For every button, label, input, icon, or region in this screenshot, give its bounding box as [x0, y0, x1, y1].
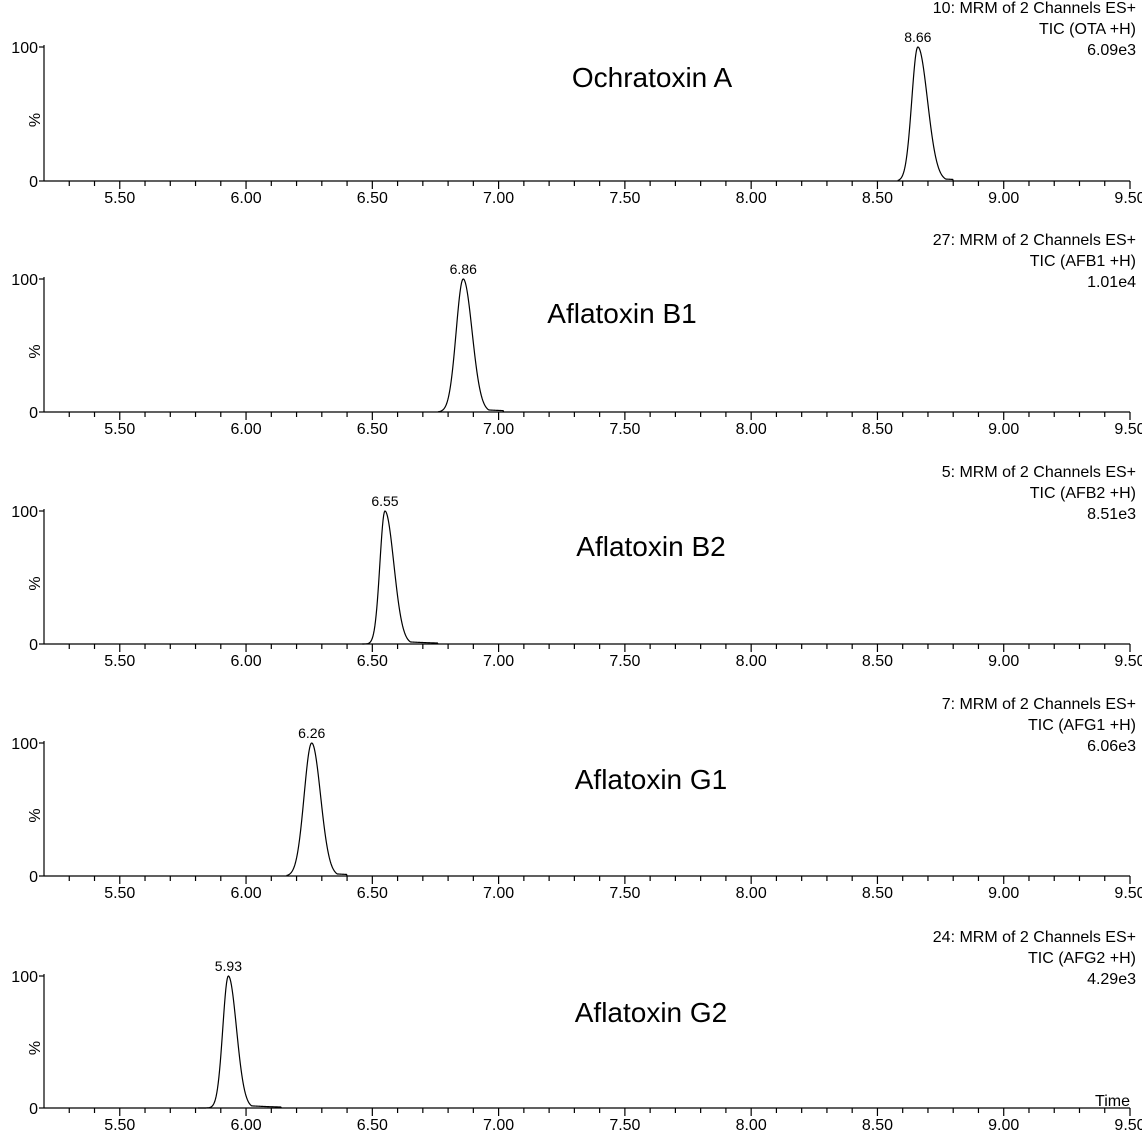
y-axis-label: %	[27, 1041, 44, 1055]
peak-trace	[362, 511, 438, 644]
x-tick-label: 9.50	[1114, 1117, 1142, 1134]
y-tick-label: 100	[11, 504, 38, 521]
x-tick-label: 6.00	[230, 653, 261, 670]
panel-5: 100 0% 5.50 6.00 6.50 7.00 7.50 8.00 8.50 9.00 9.5…	[11, 929, 1142, 1134]
channel-info-line: 27: MRM of 2 Channels ES+	[933, 232, 1136, 249]
x-tick-label: 6.50	[357, 1117, 388, 1134]
y-axis-label: %	[27, 808, 44, 822]
x-tick-label: 6.50	[357, 885, 388, 902]
peak-label: 5.93	[215, 958, 242, 974]
x-tick-label: 8.50	[862, 885, 893, 902]
x-tick-label: 8.00	[736, 1117, 767, 1134]
panel-2: 100 0% 5.50 6.00 6.50 7.00 7.50 8.00 8.50 9.00 9.5…	[11, 232, 1142, 438]
x-tick-label: 7.00	[483, 1117, 514, 1134]
x-tick-label: 7.50	[609, 1117, 640, 1134]
compound-name: Ochratoxin A	[572, 62, 733, 93]
channel-info-line: 6.09e3	[1087, 42, 1136, 59]
channel-info-line: TIC (AFG2 +H)	[1028, 950, 1136, 967]
x-tick-label: 9.50	[1114, 885, 1142, 902]
x-tick-label: 7.50	[609, 885, 640, 902]
panel-1: 100 0% 5.50 6.00 6.50 7.00 7.50 8.00 8.50 9.00 9.5…	[11, 0, 1142, 207]
x-tick-label: 7.00	[483, 190, 514, 207]
y-tick-label: 100	[11, 736, 38, 753]
peak-label: 6.55	[371, 493, 398, 509]
x-tick-label: 7.50	[609, 421, 640, 438]
x-tick-label: 8.00	[736, 190, 767, 207]
peak-label: 6.26	[298, 725, 325, 741]
peak-label: 8.66	[904, 29, 931, 45]
y-tick-label: 0	[29, 1101, 38, 1118]
x-tick-label: 6.00	[230, 885, 261, 902]
channel-info-line: TIC (OTA +H)	[1039, 21, 1136, 38]
x-tick-label: 6.50	[357, 653, 388, 670]
channel-info-line: TIC (AFB1 +H)	[1030, 253, 1136, 270]
x-tick-label: 8.50	[862, 653, 893, 670]
peak-label: 6.86	[450, 261, 477, 277]
x-tick-label: 9.00	[988, 190, 1019, 207]
x-tick-label: 6.50	[357, 421, 388, 438]
x-tick-label: 5.50	[104, 1117, 135, 1134]
y-axis-label: %	[27, 576, 44, 590]
compound-name: Aflatoxin B1	[547, 298, 696, 329]
y-tick-label: 0	[29, 174, 38, 191]
x-tick-label: 8.00	[736, 421, 767, 438]
x-tick-label: 6.50	[357, 190, 388, 207]
peak-trace	[198, 976, 281, 1108]
channel-info-line: TIC (AFB2 +H)	[1030, 485, 1136, 502]
y-axis-label: %	[27, 113, 44, 127]
y-tick-label: 100	[11, 969, 38, 986]
x-tick-label: 9.50	[1114, 653, 1142, 670]
x-tick-label: 9.00	[988, 885, 1019, 902]
x-tick-label: 8.50	[862, 421, 893, 438]
y-tick-label: 100	[11, 40, 38, 57]
x-tick-label: 7.00	[483, 421, 514, 438]
x-tick-label: 6.00	[230, 1117, 261, 1134]
channel-info-line: 10: MRM of 2 Channels ES+	[933, 0, 1136, 17]
peak-trace	[898, 47, 954, 181]
x-tick-label: 7.00	[483, 885, 514, 902]
x-tick-label: 8.50	[862, 1117, 893, 1134]
x-tick-label: 5.50	[104, 653, 135, 670]
x-tick-label: 5.50	[104, 190, 135, 207]
peak-trace	[438, 279, 504, 412]
x-tick-label: 9.00	[988, 1117, 1019, 1134]
x-tick-label: 9.50	[1114, 421, 1142, 438]
channel-info-line: 6.06e3	[1087, 738, 1136, 755]
peak-trace	[286, 743, 347, 876]
channel-info-line: 7: MRM of 2 Channels ES+	[942, 696, 1136, 713]
x-tick-label: 7.00	[483, 653, 514, 670]
x-tick-label: 5.50	[104, 885, 135, 902]
x-axis-label: Time	[1095, 1093, 1130, 1110]
x-tick-label: 8.00	[736, 653, 767, 670]
channel-info-line: 5: MRM of 2 Channels ES+	[942, 464, 1136, 481]
y-tick-label: 0	[29, 637, 38, 654]
y-tick-label: 100	[11, 272, 38, 289]
x-tick-label: 7.50	[609, 190, 640, 207]
y-tick-label: 0	[29, 869, 38, 886]
panel-4: 100 0% 5.50 6.00 6.50 7.00 7.50 8.00 8.50 9.00 9.5…	[11, 696, 1142, 902]
x-tick-label: 8.50	[862, 190, 893, 207]
y-axis-label: %	[27, 344, 44, 358]
x-tick-label: 7.50	[609, 653, 640, 670]
compound-name: Aflatoxin G2	[575, 997, 728, 1028]
y-tick-label: 0	[29, 405, 38, 422]
compound-name: Aflatoxin B2	[576, 531, 725, 562]
channel-info-line: 1.01e4	[1087, 274, 1136, 291]
x-tick-label: 9.50	[1114, 190, 1142, 207]
channel-info-line: 8.51e3	[1087, 506, 1136, 523]
x-tick-label: 6.00	[230, 190, 261, 207]
channel-info-line: 4.29e3	[1087, 971, 1136, 988]
x-tick-label: 5.50	[104, 421, 135, 438]
x-tick-label: 8.00	[736, 885, 767, 902]
panel-3: 100 0% 5.50 6.00 6.50 7.00 7.50 8.00 8.50 9.00 9.5…	[11, 464, 1142, 670]
channel-info-line: TIC (AFG1 +H)	[1028, 717, 1136, 734]
x-tick-label: 9.00	[988, 653, 1019, 670]
x-tick-label: 9.00	[988, 421, 1019, 438]
compound-name: Aflatoxin G1	[575, 764, 728, 795]
channel-info-line: 24: MRM of 2 Channels ES+	[933, 929, 1136, 946]
x-tick-label: 6.00	[230, 421, 261, 438]
